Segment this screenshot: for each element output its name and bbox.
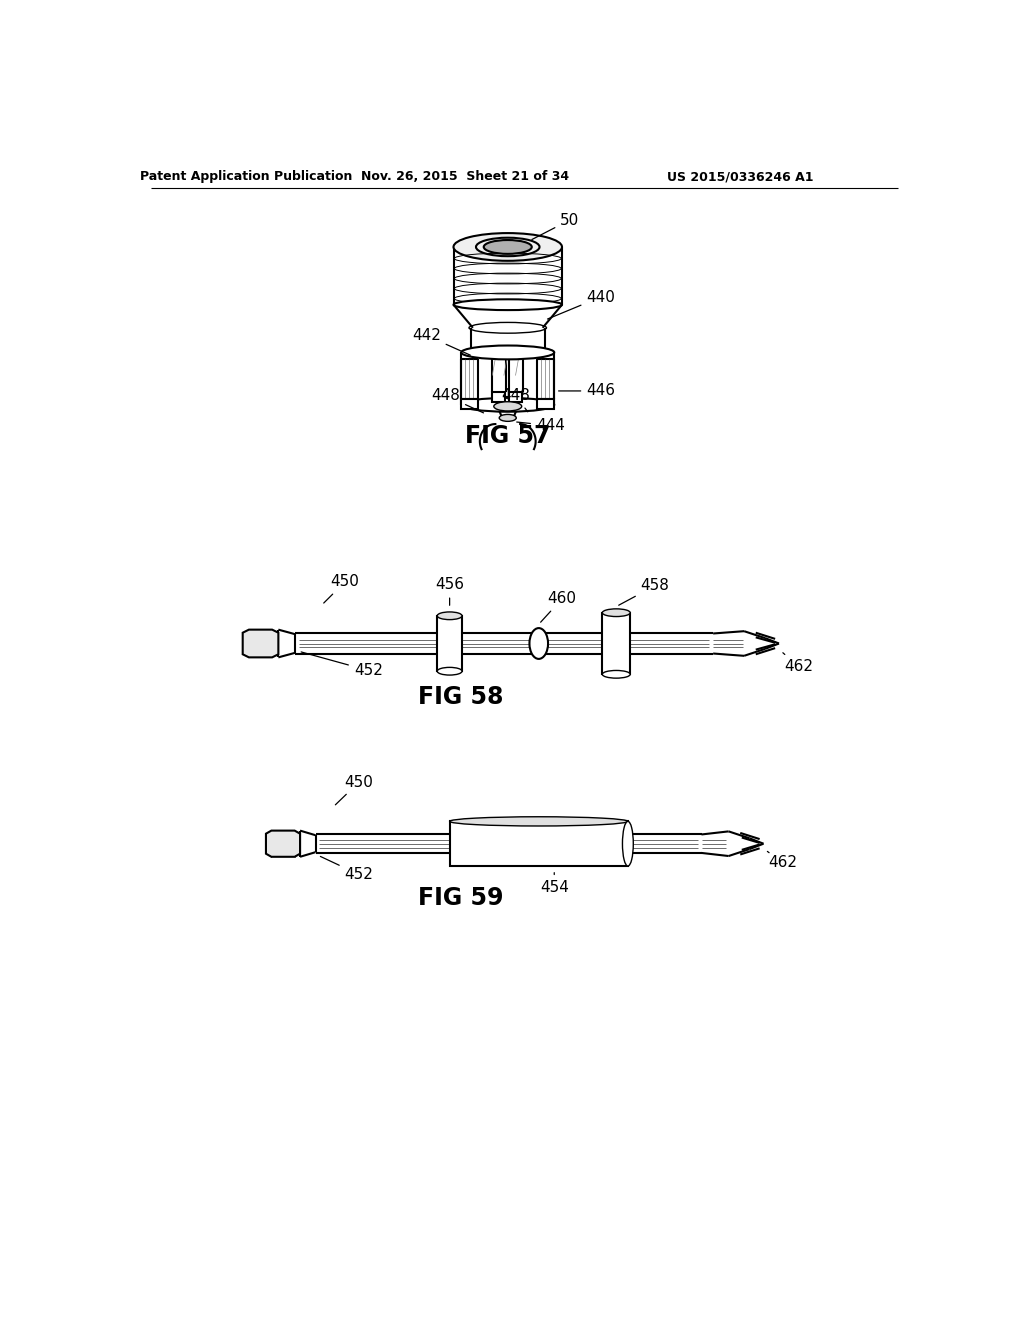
Text: Nov. 26, 2015  Sheet 21 of 34: Nov. 26, 2015 Sheet 21 of 34	[361, 170, 569, 183]
Ellipse shape	[454, 234, 562, 261]
Bar	[450, 821, 628, 866]
Ellipse shape	[437, 668, 462, 675]
Text: 452: 452	[301, 652, 383, 678]
Ellipse shape	[471, 346, 545, 359]
Ellipse shape	[602, 609, 630, 616]
Ellipse shape	[500, 414, 516, 421]
Bar	[461, 400, 478, 409]
Ellipse shape	[623, 821, 633, 866]
Text: 450: 450	[324, 574, 359, 603]
Text: 450: 450	[336, 775, 374, 805]
Bar	[437, 615, 462, 671]
Text: 462: 462	[767, 851, 798, 870]
Ellipse shape	[602, 671, 630, 678]
Text: 452: 452	[321, 857, 374, 882]
Ellipse shape	[461, 397, 554, 412]
Text: 446: 446	[558, 383, 615, 399]
Polygon shape	[266, 830, 300, 857]
Text: 462: 462	[783, 653, 813, 675]
Ellipse shape	[483, 240, 531, 253]
Text: US 2015/0336246 A1: US 2015/0336246 A1	[667, 170, 813, 183]
Text: 448: 448	[431, 388, 483, 413]
Ellipse shape	[529, 628, 548, 659]
Ellipse shape	[450, 817, 628, 826]
Text: 50: 50	[531, 213, 580, 239]
Text: Patent Application Publication: Patent Application Publication	[139, 170, 352, 183]
Text: 448: 448	[501, 388, 530, 412]
Text: FIG 57: FIG 57	[465, 424, 551, 447]
Ellipse shape	[494, 401, 521, 411]
Text: 456: 456	[435, 577, 464, 606]
Bar	[493, 392, 505, 403]
Ellipse shape	[461, 346, 554, 359]
Text: FIG 59: FIG 59	[419, 886, 504, 909]
Text: 444: 444	[517, 418, 565, 433]
Ellipse shape	[437, 612, 462, 619]
Bar	[602, 612, 630, 675]
Text: 440: 440	[548, 289, 615, 319]
Polygon shape	[243, 630, 279, 657]
Text: 460: 460	[541, 591, 577, 622]
Ellipse shape	[454, 300, 562, 310]
Bar	[538, 400, 554, 409]
Text: 454: 454	[540, 873, 568, 895]
Bar	[509, 392, 521, 403]
Text: FIG 58: FIG 58	[419, 685, 504, 709]
Text: 442: 442	[412, 327, 470, 355]
Text: 458: 458	[618, 578, 670, 606]
